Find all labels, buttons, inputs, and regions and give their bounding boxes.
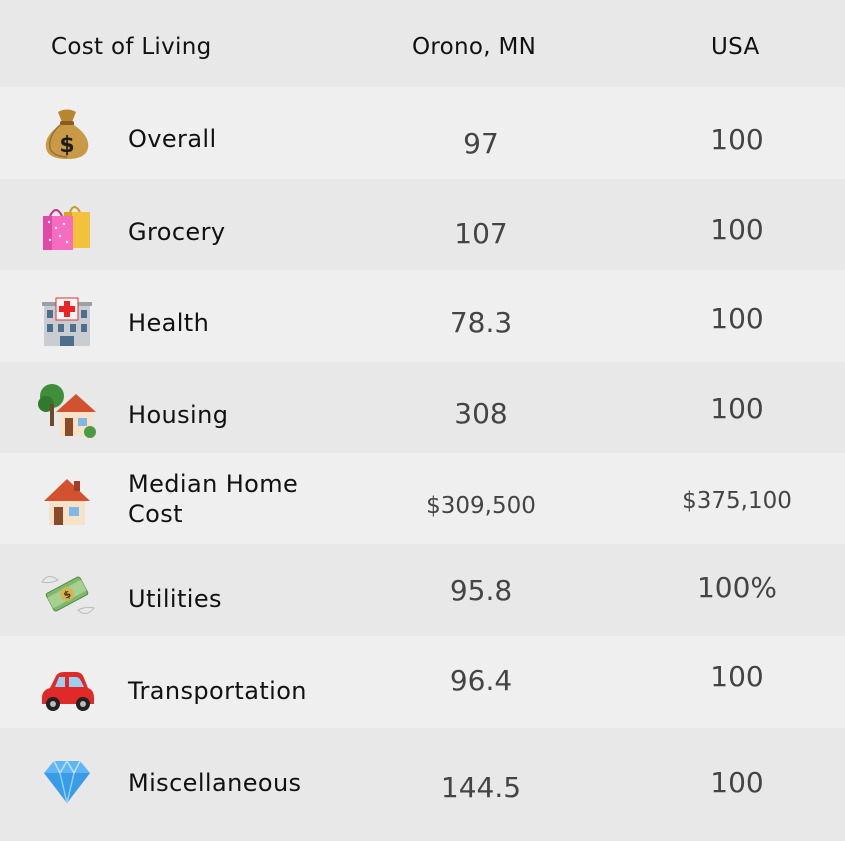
row-label-overall: Overall xyxy=(128,125,217,153)
row-label-utilities: Utilities xyxy=(128,585,222,613)
usa-value-overall: 100 xyxy=(710,123,764,156)
orono-value-transportation: 96.4 xyxy=(449,664,513,697)
money-with-wings-icon: $ xyxy=(41,576,95,614)
car-icon xyxy=(42,672,94,711)
row-label-grocery: Grocery xyxy=(128,218,226,246)
table-row-health: Health 78.3 100 xyxy=(0,270,845,362)
orono-value-overall: 97 xyxy=(463,127,499,160)
usa-value-grocery: 100 xyxy=(710,213,764,246)
row-label-health: Health xyxy=(128,309,210,337)
money-bag-icon: $ xyxy=(45,109,89,159)
header-orono-mn: Orono, MN xyxy=(412,34,537,60)
orono-value-median-home-cost: $309,500 xyxy=(426,493,536,519)
usa-value-utilities: 100% xyxy=(696,571,778,604)
orono-value-miscellaneous: 144.5 xyxy=(440,771,522,804)
house-icon xyxy=(44,479,90,525)
svg-text:$: $ xyxy=(59,133,74,158)
header-cost-of-living: Cost of Living xyxy=(51,34,212,60)
table-row-housing: Housing 308 100 xyxy=(0,362,845,453)
house-with-garden-icon xyxy=(38,384,96,438)
row-label-miscellaneous: Miscellaneous xyxy=(128,769,302,797)
header-usa: USA xyxy=(711,34,760,60)
table-row-miscellaneous: Miscellaneous 144.5 100 xyxy=(0,728,845,841)
gem-icon xyxy=(44,759,90,804)
usa-value-transportation: 100 xyxy=(710,660,764,693)
table-row-utilities: $ Utilities 95.8 100% xyxy=(0,544,845,636)
orono-value-health: 78.3 xyxy=(449,306,513,339)
svg-text:$: $ xyxy=(62,589,73,602)
usa-value-housing: 100 xyxy=(710,392,764,425)
shopping-bags-icon xyxy=(43,206,90,250)
table-header: Cost of Living Orono, MN USA xyxy=(0,0,845,87)
usa-value-miscellaneous: 100 xyxy=(710,766,764,799)
orono-value-utilities: 95.8 xyxy=(449,574,513,607)
row-label-median-home-cost: Cost xyxy=(128,500,183,528)
usa-value-health: 100 xyxy=(710,302,764,335)
table-row-overall: $ Overall 97 100 xyxy=(0,87,845,179)
orono-value-housing: 308 xyxy=(454,397,508,430)
row-label-housing: Housing xyxy=(128,401,229,429)
table-row-median-home-cost: Median Home Cost $309,500 $375,100 xyxy=(0,453,845,544)
orono-value-grocery: 107 xyxy=(454,217,508,250)
row-label-median-home: Median Home xyxy=(128,470,299,498)
hospital-icon xyxy=(42,297,92,346)
usa-value-median-home-cost: $375,100 xyxy=(682,488,792,514)
table-row-grocery: Grocery 107 100 xyxy=(0,179,845,270)
table-row-transportation: Transportation 96.4 100 xyxy=(0,636,845,728)
row-label-transportation: Transportation xyxy=(128,677,307,705)
